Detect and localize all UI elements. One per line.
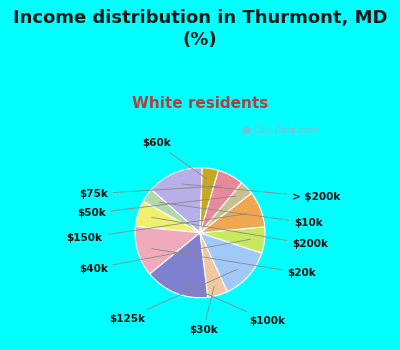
Text: $10k: $10k	[159, 202, 323, 228]
Wedge shape	[151, 168, 202, 233]
Text: $20k: $20k	[152, 249, 316, 278]
Text: $150k: $150k	[66, 214, 247, 243]
Wedge shape	[200, 227, 265, 253]
Text: $30k: $30k	[189, 287, 218, 335]
Wedge shape	[200, 233, 262, 292]
Text: > $200k: > $200k	[182, 184, 341, 202]
Text: $50k: $50k	[77, 196, 236, 218]
Wedge shape	[143, 190, 200, 233]
Text: $125k: $125k	[109, 269, 237, 323]
Wedge shape	[200, 233, 228, 297]
Text: $100k: $100k	[183, 284, 285, 326]
Text: $60k: $60k	[142, 138, 206, 178]
Wedge shape	[135, 201, 200, 233]
Text: City-Data.com: City-Data.com	[248, 126, 318, 135]
Wedge shape	[200, 168, 218, 233]
Wedge shape	[150, 233, 208, 298]
Text: Income distribution in Thurmont, MD
(%): Income distribution in Thurmont, MD (%)	[13, 9, 387, 49]
Wedge shape	[200, 170, 242, 233]
Text: $75k: $75k	[79, 186, 222, 199]
Text: $40k: $40k	[79, 239, 250, 273]
Text: White residents: White residents	[132, 96, 268, 111]
Text: $200k: $200k	[152, 217, 328, 250]
Wedge shape	[200, 183, 252, 233]
Wedge shape	[200, 193, 265, 233]
Wedge shape	[135, 226, 200, 274]
